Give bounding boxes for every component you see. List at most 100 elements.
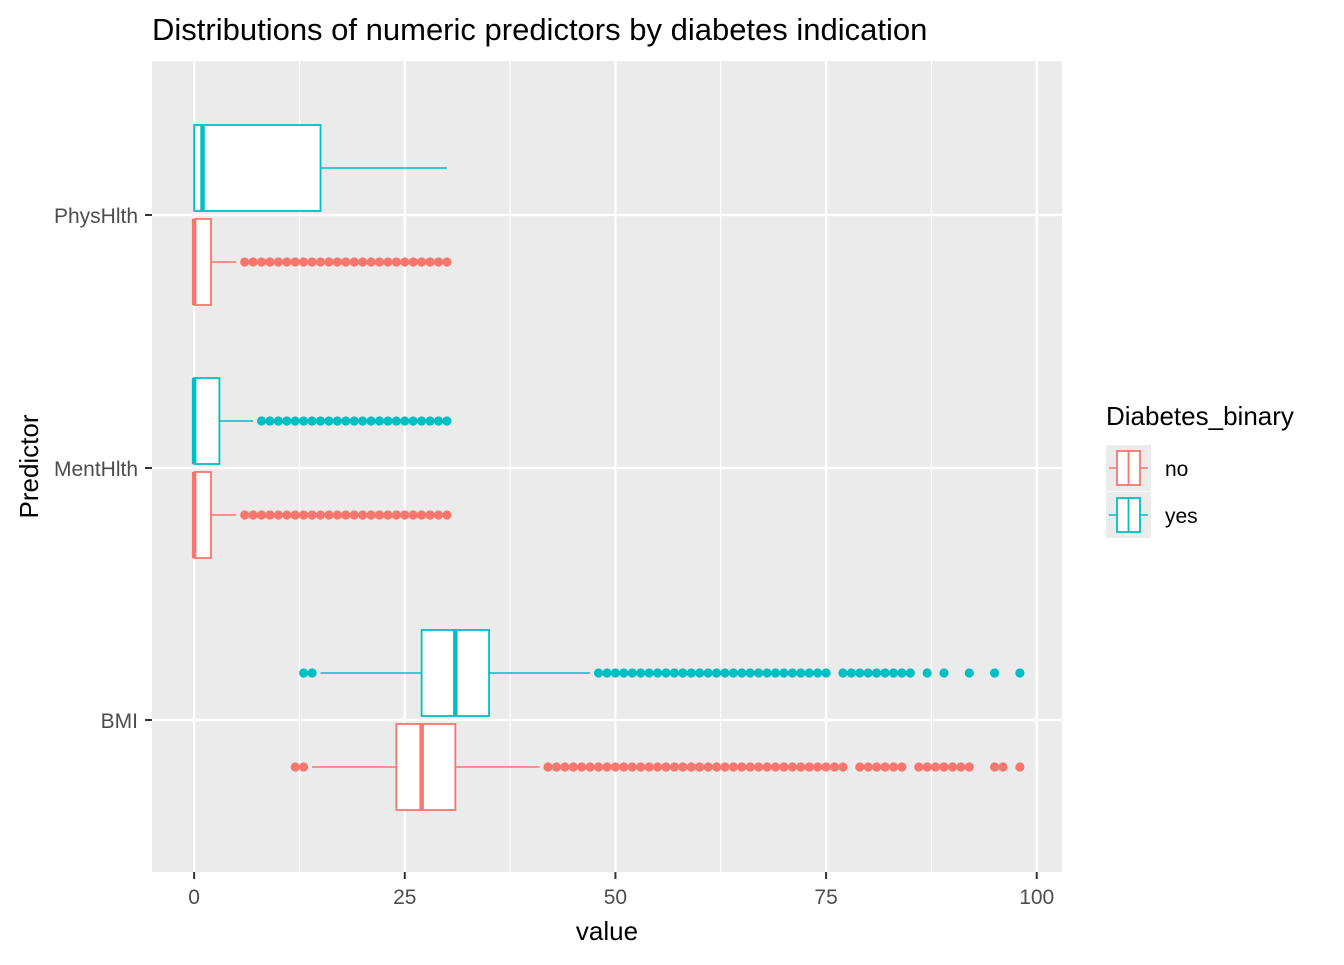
outlier-point xyxy=(400,416,410,426)
outlier-point xyxy=(273,257,283,267)
outlier-point xyxy=(248,257,258,267)
outlier-point xyxy=(1015,668,1025,678)
outlier-point xyxy=(391,257,401,267)
outlier-point xyxy=(307,416,317,426)
outlier-point xyxy=(568,762,578,772)
outlier-point xyxy=(425,510,435,520)
outlier-point xyxy=(627,762,637,772)
outlier-point xyxy=(686,762,696,772)
legend-label: no xyxy=(1165,458,1188,481)
outlier-point xyxy=(947,762,958,772)
outlier-point xyxy=(341,257,351,267)
outlier-point xyxy=(366,257,376,267)
outlier-point xyxy=(728,762,738,772)
outlier-point xyxy=(560,762,570,772)
outlier-point xyxy=(240,257,250,267)
outlier-point xyxy=(821,762,831,772)
outlier-point xyxy=(332,257,342,267)
y-tick-label: MentHlth xyxy=(54,458,138,481)
outlier-point xyxy=(787,668,797,678)
outlier-point xyxy=(779,762,789,772)
outlier-point xyxy=(678,762,688,772)
outlier-point xyxy=(754,668,764,678)
outlier-point xyxy=(796,668,806,678)
outlier-point xyxy=(922,668,932,678)
outlier-point xyxy=(282,510,292,520)
outlier-point xyxy=(880,668,890,678)
outlier-point xyxy=(754,762,764,772)
box-no-BMI xyxy=(290,723,1025,811)
outlier-point xyxy=(593,668,604,678)
legend-item-yes: yes xyxy=(1106,492,1198,538)
outlier-point xyxy=(307,257,317,267)
outlier-point xyxy=(678,668,688,678)
outlier-point xyxy=(939,668,949,678)
outlier-point xyxy=(804,762,814,772)
x-tick-label: 50 xyxy=(604,886,627,909)
outlier-point xyxy=(888,762,899,772)
outlier-point xyxy=(821,668,831,678)
outlier-point xyxy=(964,668,974,678)
box-layer xyxy=(191,124,1025,811)
x-tick-label: 0 xyxy=(188,886,200,909)
outlier-point xyxy=(905,668,915,678)
outlier-point xyxy=(737,668,747,678)
outlier-point xyxy=(888,668,899,678)
outlier-point xyxy=(282,257,292,267)
outlier-point xyxy=(332,416,342,426)
outlier-point xyxy=(636,668,646,678)
outlier-point xyxy=(813,762,823,772)
outlier-point xyxy=(922,762,932,772)
outlier-point xyxy=(299,510,309,520)
outlier-point xyxy=(358,257,368,267)
box-iqr xyxy=(193,124,322,212)
outlier-point xyxy=(669,668,680,678)
box-yes-PhysHlth xyxy=(193,124,447,212)
outlier-point xyxy=(652,762,663,772)
outlier-point xyxy=(787,762,797,772)
outlier-point xyxy=(417,510,427,520)
outlier-point xyxy=(543,762,553,772)
outlier-point xyxy=(711,762,722,772)
outlier-point xyxy=(433,510,444,520)
outlier-point xyxy=(374,510,385,520)
outlier-point xyxy=(838,668,848,678)
outlier-point xyxy=(358,416,368,426)
legend-label: yes xyxy=(1165,505,1198,528)
outlier-point xyxy=(644,762,654,772)
outlier-point xyxy=(779,668,789,678)
outlier-point xyxy=(593,762,604,772)
outlier-point xyxy=(442,416,452,426)
axes: 0 25 50 75 100 BMI MentHlth PhysHlth xyxy=(54,205,1054,909)
outlier-point xyxy=(695,668,705,678)
outlier-point xyxy=(391,510,401,520)
outlier-point xyxy=(290,416,300,426)
outlier-point xyxy=(914,762,924,772)
outlier-point xyxy=(358,510,368,520)
outlier-point xyxy=(256,257,267,267)
outlier-point xyxy=(290,257,300,267)
outlier-point xyxy=(711,668,722,678)
legend-item-no: no xyxy=(1106,445,1188,491)
outlier-point xyxy=(433,416,444,426)
outlier-point xyxy=(796,762,806,772)
outlier-point xyxy=(299,762,309,772)
outlier-point xyxy=(855,762,865,772)
outlier-point xyxy=(248,510,258,520)
box-iqr xyxy=(193,377,221,465)
outlier-point xyxy=(315,510,326,520)
outlier-point xyxy=(619,668,629,678)
outlier-point xyxy=(265,416,275,426)
outlier-point xyxy=(669,762,680,772)
box-iqr xyxy=(193,218,212,306)
outlier-point xyxy=(324,257,334,267)
outlier-point xyxy=(956,762,966,772)
outlier-point xyxy=(366,510,376,520)
outlier-point xyxy=(299,668,309,678)
outlier-point xyxy=(804,668,814,678)
box-no-MentHlth xyxy=(191,471,452,559)
outlier-point xyxy=(400,510,410,520)
box-yes-BMI xyxy=(299,629,1025,717)
outlier-point xyxy=(762,762,772,772)
outlier-point xyxy=(240,510,250,520)
